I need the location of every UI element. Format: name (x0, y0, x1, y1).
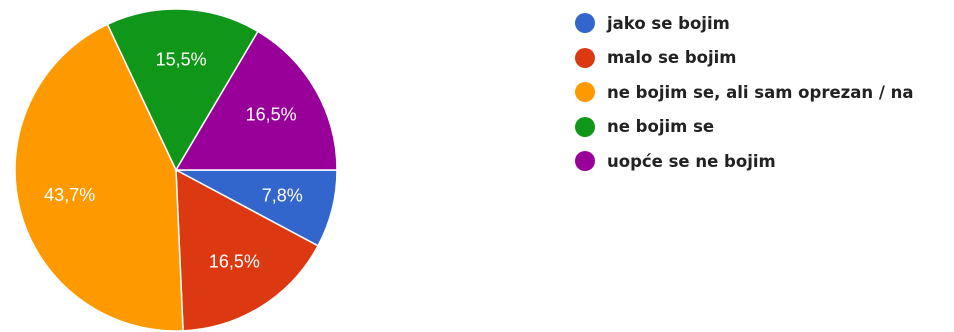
legend-item: ne bojim se, ali sam oprezan / na (575, 75, 914, 110)
legend-label: ne bojim se (607, 117, 715, 137)
pie-slices (14, 8, 338, 332)
legend-swatch (575, 82, 595, 103)
legend-swatch (575, 116, 595, 137)
legend-swatch (575, 13, 595, 34)
legend-item: uopće se ne bojim (575, 144, 914, 179)
legend-item: malo se bojim (575, 41, 914, 76)
pie-slice (174, 30, 338, 171)
pie-slice (106, 8, 259, 172)
legend-label: ne bojim se, ali sam oprezan / na (607, 82, 914, 102)
legend: jako se bojim malo se bojim ne bojim se, a… (575, 6, 914, 179)
slice-label: 15,5% (156, 49, 207, 69)
legend-label: malo se bojim (607, 48, 737, 68)
pie-slice (175, 168, 320, 332)
slice-label: 43,7% (44, 185, 95, 205)
slice-label: 16,5% (246, 105, 297, 125)
slice-label: 16,5% (209, 251, 260, 271)
legend-item: jako se bojim (575, 6, 914, 41)
legend-label: jako se bojim (607, 13, 730, 33)
pie-slice-labels: 7,8% 16,5% 43,7% 15,5% 16,5% (44, 49, 303, 271)
slice-label: 7,8% (262, 185, 303, 205)
legend-item: ne bojim se (575, 110, 914, 145)
pie-chart: 7,8% 16,5% 43,7% 15,5% 16,5% (14, 8, 338, 332)
legend-swatch (575, 47, 595, 68)
legend-label: uopće se ne bojim (607, 151, 776, 171)
legend-swatch (575, 151, 595, 172)
pie-slice (14, 23, 184, 332)
